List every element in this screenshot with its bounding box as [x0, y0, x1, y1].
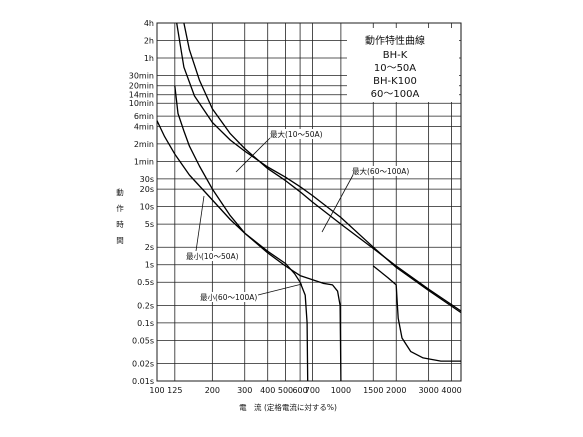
y-tick-label: 5s [145, 220, 154, 229]
ylabel-char-3: 時 [116, 220, 124, 229]
ylabel-char-2: 作 [116, 203, 124, 213]
y-tick-label: 20s [140, 185, 154, 194]
annotation-min-10-50: 最小(10〜50A) [186, 252, 239, 261]
x-tick-label: 1000 [331, 386, 351, 395]
ylabel-char-1: 動 [116, 188, 124, 197]
x-tick-label: 1500 [363, 386, 383, 395]
y-tick-label: 4h [144, 19, 154, 28]
y-tick-label: 0.2s [137, 301, 154, 310]
y-tick-label: 30s [140, 175, 154, 184]
y-tick-label: 0.02s [132, 360, 154, 369]
y-tick-label: 1s [145, 261, 154, 270]
title-line-1: 動作特性曲線 [365, 34, 425, 47]
annotation-min-60-100: 最小(60〜100A) [200, 293, 257, 302]
y-tick-label: 30min [129, 71, 154, 80]
annotation-leader-2 [321, 174, 354, 233]
x-tick-label: 300 [237, 386, 252, 395]
x-tick-label: 600 [292, 386, 307, 395]
annotation-bg-3 [184, 251, 240, 261]
x-tick-label: 125 [167, 386, 182, 395]
title-line-2: BH-K [383, 50, 408, 61]
annotation-bg-1 [268, 129, 326, 139]
y-tick-label: 2s [145, 243, 154, 252]
y-tick-label: 10s [140, 203, 154, 212]
curve-instant-60-100 [372, 265, 461, 362]
title-line-4: BH-K100 [373, 76, 417, 87]
x-axis-title: 電 流 (定格電流に対する%) [239, 402, 337, 412]
x-tick-label: 2000 [386, 386, 406, 395]
y-tick-label: 2h [144, 36, 154, 45]
y-tick-label: 6min [134, 112, 154, 121]
curves [156, 22, 462, 382]
y-tick-label: 20min [129, 82, 154, 91]
y-tick-label: 0.1s [137, 319, 154, 328]
x-tick-label: 100 [149, 386, 164, 395]
annotation-max-60-100: 最大(60〜100A) [352, 166, 409, 176]
annotation-leader-3 [195, 195, 205, 252]
x-tick-label: 500 [278, 386, 293, 395]
title-box-bg [347, 28, 459, 102]
y-tick-label: 1h [144, 54, 154, 63]
x-tick-label: 4000 [441, 386, 461, 395]
y-tick-label: 0.01s [132, 377, 154, 386]
curve-max-60-100 [176, 22, 462, 314]
annotation-bg-2 [350, 166, 412, 176]
x-tick-label: 700 [305, 386, 320, 395]
y-tick-label: 4min [134, 122, 154, 131]
title-line-3: 10〜50A [374, 63, 416, 74]
x-tick-label: 3000 [418, 386, 438, 395]
y-tick-label: 1min [134, 157, 154, 166]
y-tick-label: 0.05s [132, 336, 154, 345]
ylabel-char-4: 間 [116, 236, 124, 245]
y-tick-label: 2min [134, 140, 154, 149]
title-line-5: 60〜100A [371, 89, 420, 100]
x-tick-label: 200 [205, 386, 220, 395]
x-tick-label: 400 [260, 386, 275, 395]
y-tick-label: 0.5s [137, 278, 154, 287]
annotation-leader-1 [235, 137, 271, 173]
annotation-leader-4 [257, 283, 303, 296]
annotation-bg-4 [198, 292, 260, 302]
y-tick-label: 10min [129, 99, 154, 108]
y-tick-label: 14min [129, 91, 154, 100]
annotation-max-10-50: 最大(10〜50A) [270, 129, 323, 139]
curve-min-60-100 [156, 120, 342, 382]
